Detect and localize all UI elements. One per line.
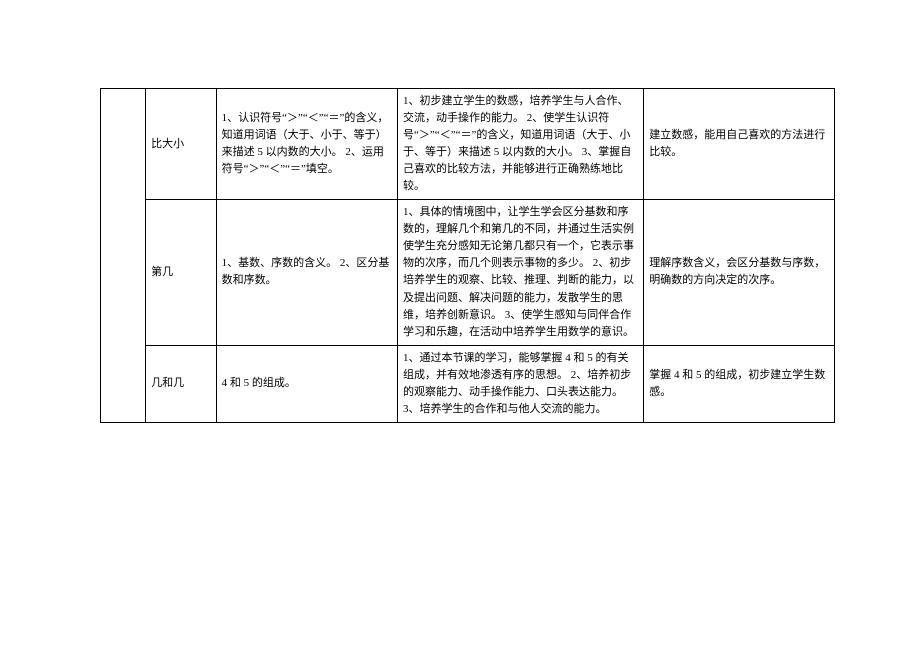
topic-cell: 几和几 — [146, 345, 217, 422]
table-row: 第几 1、基数、序数的含义。 2、区分基数和序数。 1、具体的情境图中，让学生学… — [101, 200, 835, 345]
content-cell-c: 建立数感，能用自己喜欢的方法进行比较。 — [644, 89, 835, 200]
curriculum-table: 比大小 1、认识符号“＞”“＜”“＝”的含义，知道用词语（大于、小于、等于）来描… — [100, 88, 835, 423]
content-cell-a: 1、基数、序数的含义。 2、区分基数和序数。 — [216, 200, 397, 345]
content-cell-c: 理解序数含义，会区分基数与序数，明确数的方向决定的次序。 — [644, 200, 835, 345]
document-page: 比大小 1、认识符号“＞”“＜”“＝”的含义，知道用词语（大于、小于、等于）来描… — [0, 0, 920, 651]
content-cell-c: 掌握 4 和 5 的组成，初步建立学生数感。 — [644, 345, 835, 422]
content-cell-a: 4 和 5 的组成。 — [216, 345, 397, 422]
table-row: 几和几 4 和 5 的组成。 1、通过本节课的学习，能够掌握 4 和 5 的有关… — [101, 345, 835, 422]
topic-cell: 第几 — [146, 200, 217, 345]
blank-spanner-cell — [101, 89, 146, 423]
content-cell-a: 1、认识符号“＞”“＜”“＝”的含义，知道用词语（大于、小于、等于）来描述 5 … — [216, 89, 397, 200]
table-row: 比大小 1、认识符号“＞”“＜”“＝”的含义，知道用词语（大于、小于、等于）来描… — [101, 89, 835, 200]
topic-cell: 比大小 — [146, 89, 217, 200]
content-cell-b: 1、具体的情境图中，让学生学会区分基数和序数的，理解几个和第几的不同，并通过生活… — [398, 200, 644, 345]
content-cell-b: 1、初步建立学生的数感，培养学生与人合作、交流，动手操作的能力。 2、使学生认识… — [398, 89, 644, 200]
content-cell-b: 1、通过本节课的学习，能够掌握 4 和 5 的有关组成，并有效地渗透有序的思想。… — [398, 345, 644, 422]
